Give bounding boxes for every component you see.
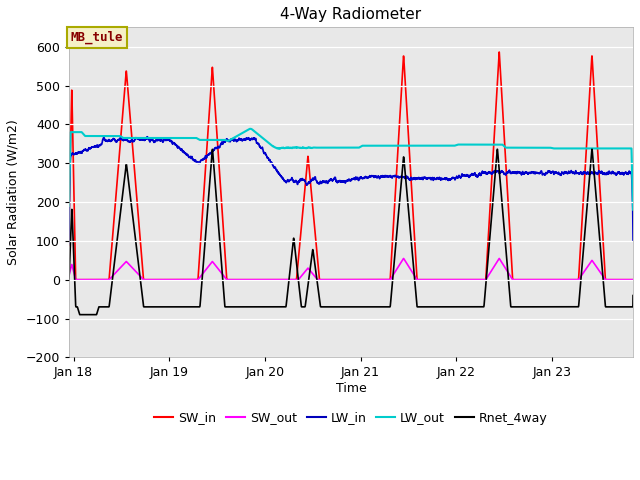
SW_in — [403, 115, 411, 121]
SW_in — [629, 277, 637, 283]
LW_in — [432, 176, 440, 182]
LW_out — [65, 203, 73, 209]
SW_out — [629, 277, 637, 283]
Rnet_4way — [403, 195, 411, 201]
SW_in — [281, 277, 289, 283]
LW_in — [403, 175, 411, 180]
LW_out — [486, 142, 494, 147]
Text: MB_tule: MB_tule — [71, 31, 124, 44]
Line: LW_in: LW_in — [69, 137, 633, 244]
LW_out — [432, 143, 440, 149]
LW_out — [246, 126, 254, 132]
Rnet_4way — [486, 232, 494, 238]
Rnet_4way — [168, 304, 175, 310]
LW_out — [629, 207, 637, 213]
SW_out — [529, 277, 537, 283]
Rnet_4way — [281, 304, 289, 310]
LW_in — [168, 138, 175, 144]
LW_in — [65, 241, 73, 247]
LW_in — [486, 170, 494, 176]
SW_out — [65, 274, 73, 280]
SW_out — [72, 277, 79, 283]
SW_in — [432, 277, 440, 283]
SW_out — [432, 277, 440, 283]
Line: LW_out: LW_out — [69, 129, 633, 210]
LW_in — [529, 169, 537, 175]
LW_out — [168, 135, 175, 141]
SW_in — [72, 277, 79, 283]
Title: 4-Way Radiometer: 4-Way Radiometer — [280, 7, 422, 22]
Line: SW_out: SW_out — [69, 258, 633, 280]
LW_in — [143, 134, 151, 140]
Rnet_4way — [432, 304, 440, 310]
Line: Rnet_4way: Rnet_4way — [69, 149, 633, 315]
SW_in — [529, 277, 537, 283]
SW_out — [281, 277, 289, 283]
LW_out — [403, 143, 411, 149]
LW_out — [529, 145, 537, 151]
SW_out — [495, 255, 503, 261]
SW_out — [168, 277, 175, 283]
Line: SW_in: SW_in — [69, 52, 633, 280]
Rnet_4way — [529, 304, 537, 310]
LW_in — [629, 238, 637, 243]
SW_out — [486, 270, 494, 276]
Legend: SW_in, SW_out, LW_in, LW_out, Rnet_4way: SW_in, SW_out, LW_in, LW_out, Rnet_4way — [149, 407, 552, 430]
Rnet_4way — [76, 312, 84, 318]
SW_in — [168, 277, 175, 283]
SW_in — [495, 49, 503, 55]
X-axis label: Time: Time — [335, 382, 366, 395]
LW_out — [281, 145, 289, 151]
Rnet_4way — [65, 276, 73, 282]
Rnet_4way — [588, 146, 596, 152]
Y-axis label: Solar Radiation (W/m2): Solar Radiation (W/m2) — [7, 120, 20, 265]
LW_in — [281, 178, 289, 184]
SW_in — [65, 242, 73, 248]
SW_in — [486, 206, 494, 212]
SW_out — [403, 262, 411, 267]
Rnet_4way — [629, 293, 637, 299]
